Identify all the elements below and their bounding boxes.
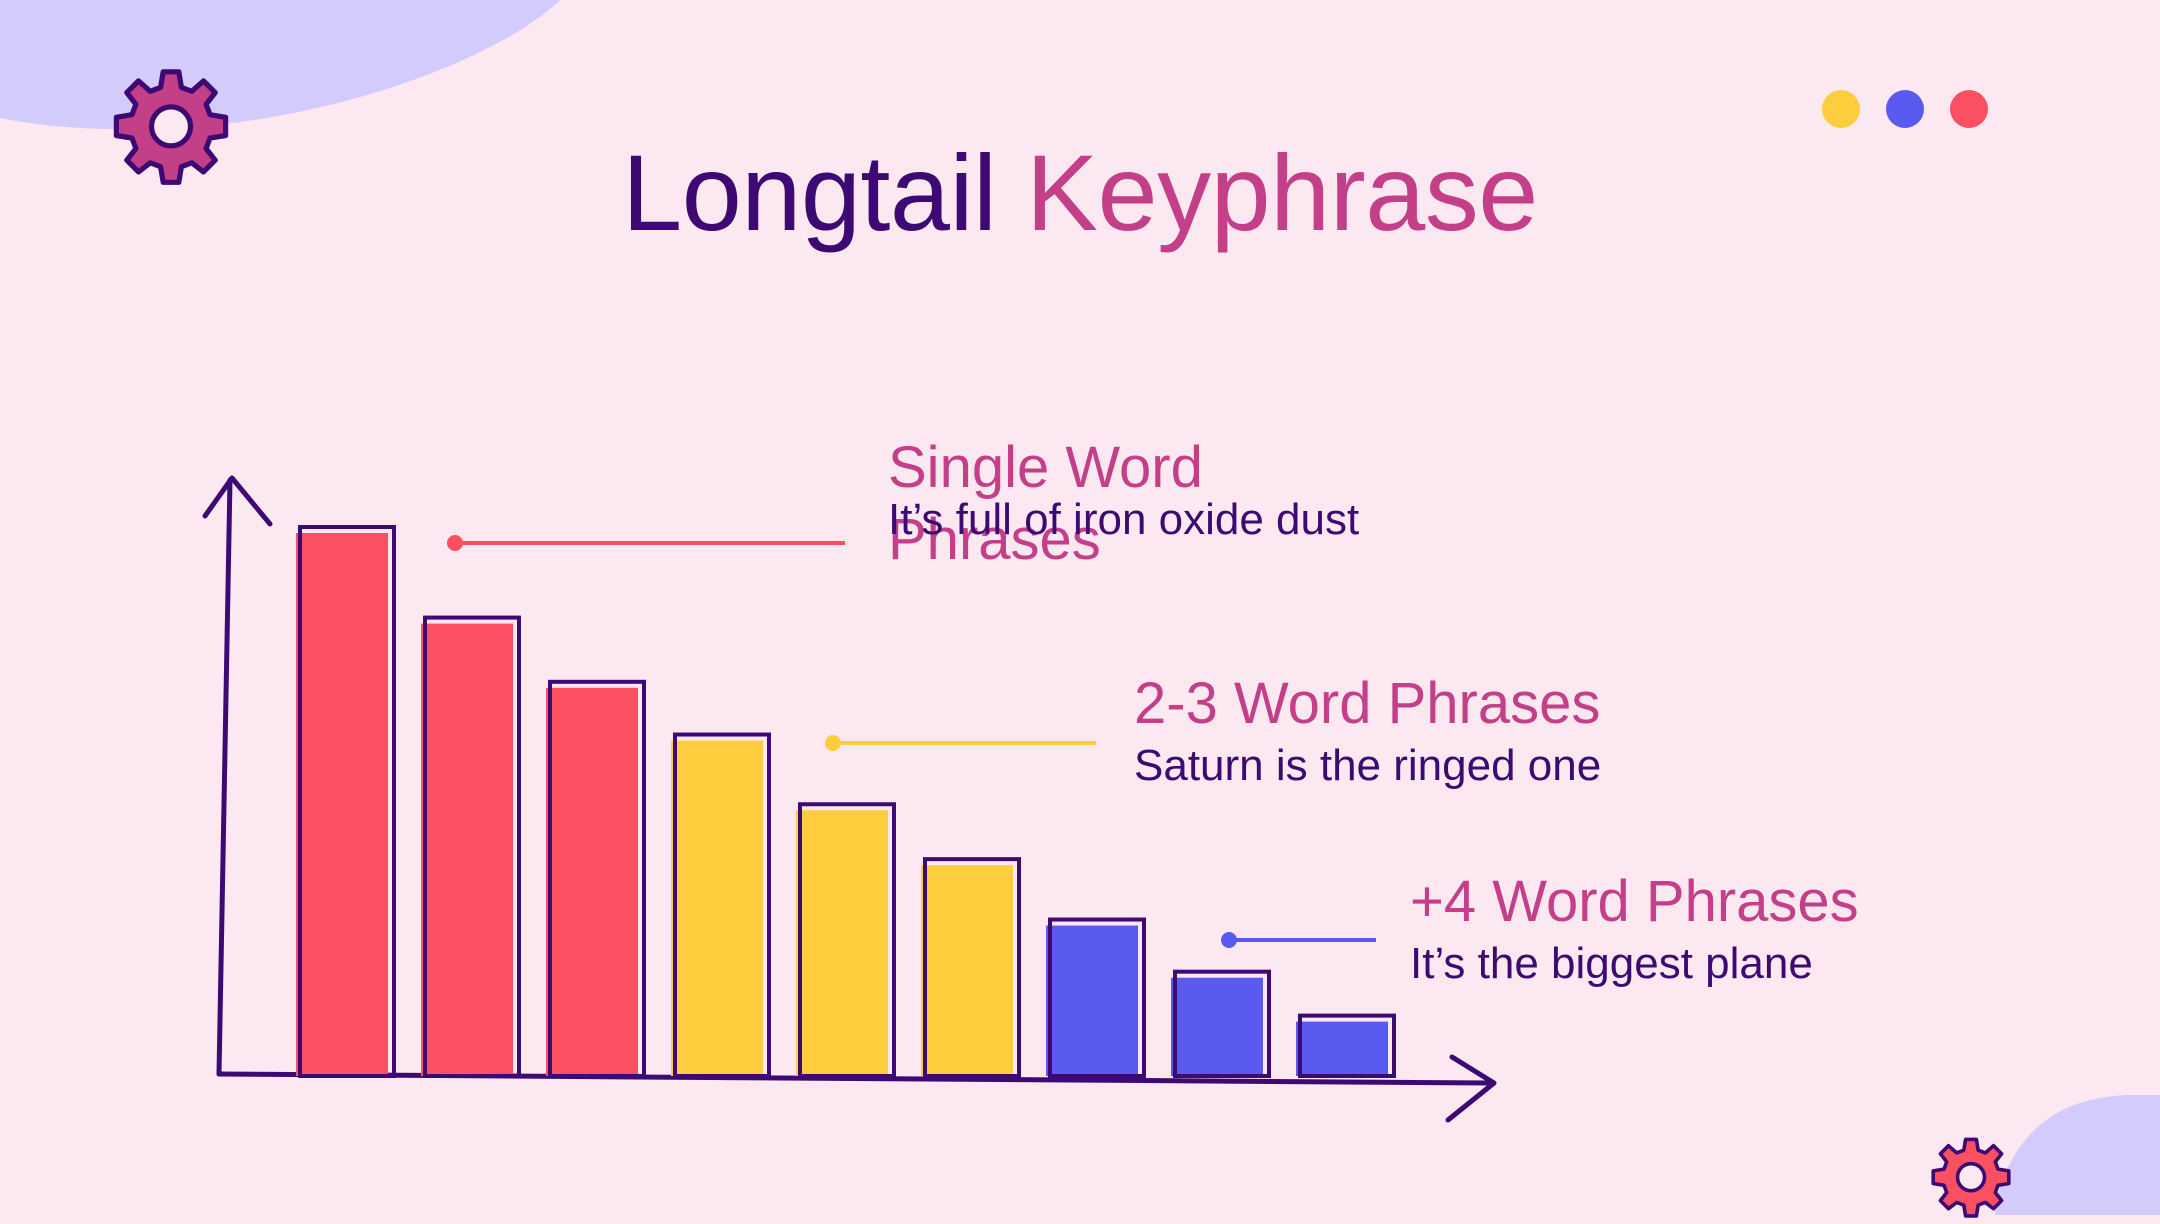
chart-bar-outline <box>423 615 521 1079</box>
chart-bar <box>1171 969 1271 1078</box>
chart-bar-outline <box>1173 969 1271 1078</box>
chart-bar-fill <box>1296 1021 1388 1076</box>
chart-bar-outline <box>673 732 771 1078</box>
legend-4-word: +4 Word Phrases It’s the biggest plane <box>1410 866 1859 990</box>
chart-bar <box>296 525 396 1078</box>
gear-icon <box>113 69 229 185</box>
chart-bar-fill <box>921 865 1013 1076</box>
legend-connector-dot <box>447 535 463 551</box>
chart-bar-outline <box>798 802 896 1078</box>
window-dots <box>1822 90 1988 128</box>
y-axis-arrow <box>202 475 273 527</box>
x-axis-arrow <box>1445 1054 1497 1123</box>
chart-bar-outline <box>298 525 396 1078</box>
chart-bar <box>1046 917 1146 1078</box>
y-axis <box>216 477 233 1077</box>
chart-bar-fill <box>1046 925 1138 1076</box>
legend-title: Single Word Phrases <box>888 435 1203 572</box>
chart-bar-outline <box>548 679 646 1078</box>
legend-description: Saturn is the ringed one <box>1134 741 1602 790</box>
chart-bar <box>421 615 521 1079</box>
chart-bar <box>796 802 896 1078</box>
blue-dot <box>1886 90 1924 128</box>
chart-bar <box>921 857 1021 1079</box>
legend-title: 2-3 Word Phrases <box>1134 671 1601 736</box>
legend-description: It’s the biggest plane <box>1410 939 1813 988</box>
page-title: Longtail Keyphrase <box>0 128 2160 258</box>
legend-description: It’s full of iron oxide dust <box>888 495 1360 544</box>
legend-connector-dot <box>1221 932 1237 948</box>
chart-bar <box>1296 1013 1396 1078</box>
gear-icon <box>1931 1137 2011 1218</box>
chart-bar-outline <box>1298 1013 1396 1078</box>
red-dot <box>1950 90 1988 128</box>
chart-bar <box>546 679 646 1078</box>
chart-bar-fill <box>1171 977 1263 1076</box>
bottom-right-blob <box>1995 1095 2160 1215</box>
legend-connector-dot <box>825 735 841 751</box>
title-part-1: Longtail <box>622 132 997 253</box>
chart-bar-outline <box>923 857 1021 1079</box>
chart-bar-outline <box>1048 917 1146 1078</box>
legend-title: +4 Word Phrases <box>1410 869 1859 934</box>
yellow-dot <box>1822 90 1860 128</box>
chart-bar-fill <box>796 810 888 1076</box>
legend-single-word: Single Word Phrases It’s full of iron ox… <box>888 432 1360 572</box>
chart-bar <box>671 732 771 1078</box>
chart-bar-fill <box>296 533 388 1076</box>
title-part-2: Keyphrase <box>1026 132 1538 253</box>
chart-bar-fill <box>671 740 763 1076</box>
chart-bar-fill <box>421 623 513 1076</box>
legend-2-3-word: 2-3 Word Phrases Saturn is the ringed on… <box>1134 668 1601 792</box>
chart-bar-fill <box>546 687 638 1076</box>
